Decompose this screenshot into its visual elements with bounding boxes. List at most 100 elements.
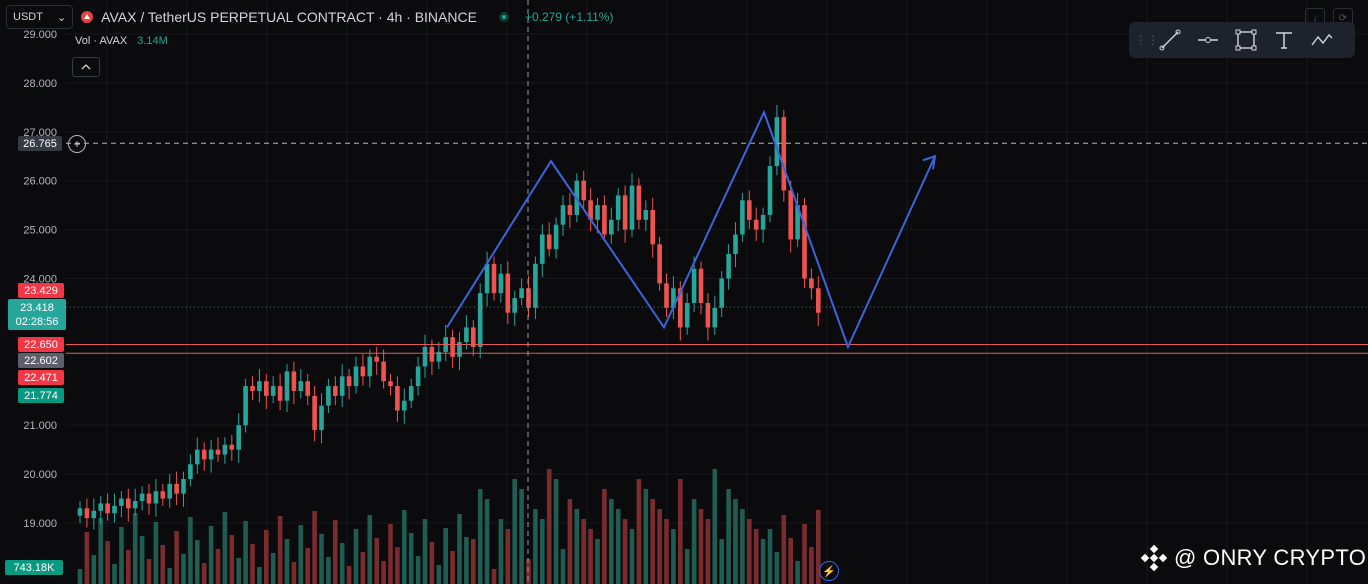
lightning-icon[interactable]: ⚡	[819, 561, 839, 581]
candle-body	[733, 234, 738, 255]
candle-body	[533, 263, 538, 308]
volume-bar	[160, 545, 166, 584]
volume-bar	[484, 499, 490, 584]
candle-body	[581, 180, 586, 201]
volume-bar	[643, 489, 649, 584]
candle-body	[284, 371, 290, 401]
volume-bar	[477, 489, 483, 584]
candle-body	[588, 200, 593, 220]
candle-body	[388, 381, 393, 387]
candle-body	[188, 464, 193, 479]
candle-body	[436, 351, 442, 362]
volume-bar	[319, 534, 324, 584]
candle-body	[595, 205, 600, 220]
volume-bar	[250, 544, 255, 584]
candle-body	[367, 356, 373, 377]
volume-bar	[284, 539, 290, 584]
candle-body	[484, 263, 490, 294]
candle-body	[257, 381, 262, 391]
candle-body	[326, 386, 331, 406]
volume-bar	[540, 519, 545, 584]
volume-bar	[257, 567, 262, 584]
volume-bar	[512, 479, 517, 584]
volume-bar	[719, 539, 724, 584]
volume-bar	[360, 552, 366, 584]
candle-body	[498, 273, 504, 294]
candle-body	[119, 498, 124, 506]
volume-bar	[753, 529, 759, 584]
volume-bar	[533, 509, 538, 584]
volume-bar	[657, 509, 662, 584]
candle-body	[491, 263, 497, 294]
price-label-high: 23.429	[18, 283, 64, 298]
volume-bar	[84, 532, 90, 584]
candle-body	[312, 395, 317, 431]
candle-body	[77, 508, 83, 516]
candle-body	[139, 493, 145, 501]
horizontal-ray-icon[interactable]	[1189, 22, 1227, 58]
candle-body	[540, 234, 545, 264]
drawing-toolbar: ⋮⋮	[1129, 22, 1355, 58]
chart-header: USDT ⌄ AVAX / TetherUS PERPETUAL CONTRAC…	[6, 5, 613, 29]
volume-bar	[374, 538, 379, 584]
volume-bar	[112, 564, 117, 584]
candle-body	[622, 195, 628, 230]
path-icon[interactable]	[1303, 22, 1341, 58]
volume-bar	[519, 489, 524, 584]
rectangle-icon[interactable]	[1227, 22, 1265, 58]
candle-body	[678, 288, 683, 328]
volume-bar	[333, 520, 338, 584]
volume-bar	[760, 539, 766, 584]
volume-legend[interactable]: Vol · AVAX 3.14M	[75, 35, 168, 47]
candle-body	[753, 219, 759, 230]
drag-handle-icon[interactable]: ⋮⋮	[1135, 33, 1159, 47]
candle-body	[402, 400, 407, 411]
y-tick-label: 21.000	[23, 420, 57, 432]
candle-body	[712, 307, 718, 328]
candle-body	[98, 503, 103, 511]
add-alert-icon[interactable]: +	[68, 135, 86, 153]
binance-logo-icon	[1140, 544, 1168, 572]
volume-bar	[691, 499, 697, 584]
currency-select[interactable]: USDT ⌄	[6, 5, 74, 29]
drawn-pattern[interactable]	[446, 109, 937, 350]
y-tick-label: 26.000	[23, 176, 57, 188]
y-axis-labels: 19.000 20.000 21.000 24.000 25.000 26.000 27.0…	[23, 29, 57, 530]
volume-bar	[733, 499, 738, 584]
candle-body	[215, 449, 221, 455]
volume-bar	[602, 489, 607, 584]
candle-body	[264, 381, 269, 396]
volume-bar	[684, 549, 690, 584]
volume-bar	[105, 541, 110, 584]
candle-body	[105, 503, 110, 514]
volume-bar	[574, 509, 580, 584]
candle-body	[609, 219, 614, 235]
currency-value: USDT	[13, 11, 43, 23]
volume-bar	[291, 562, 297, 584]
symbol-title[interactable]: AVAX / TetherUS PERPETUAL CONTRACT · 4h …	[101, 9, 477, 25]
volume-bar	[595, 539, 600, 584]
text-icon[interactable]	[1265, 22, 1303, 58]
volume-bar	[788, 538, 793, 584]
volume-bar	[774, 552, 780, 584]
candle-body	[450, 337, 455, 357]
candle-body	[512, 298, 517, 313]
volume-bar	[491, 569, 497, 584]
candle-body	[408, 386, 414, 401]
candle-body	[346, 376, 352, 387]
y-tick-label: 28.000	[23, 78, 57, 90]
trend-line-icon[interactable]	[1151, 22, 1189, 58]
candle-body	[788, 190, 793, 240]
market-status-icon[interactable]	[498, 12, 509, 22]
candle-body	[84, 508, 90, 519]
candle-body	[664, 283, 669, 308]
candle-body	[629, 185, 635, 230]
horizontal-levels	[66, 0, 1368, 584]
candle-body	[174, 483, 179, 494]
chevron-up-icon	[81, 64, 91, 70]
candles	[77, 104, 821, 530]
candle-body	[643, 210, 649, 220]
price-label-support: 21.774	[18, 388, 64, 403]
collapse-legend-button[interactable]	[72, 57, 100, 77]
